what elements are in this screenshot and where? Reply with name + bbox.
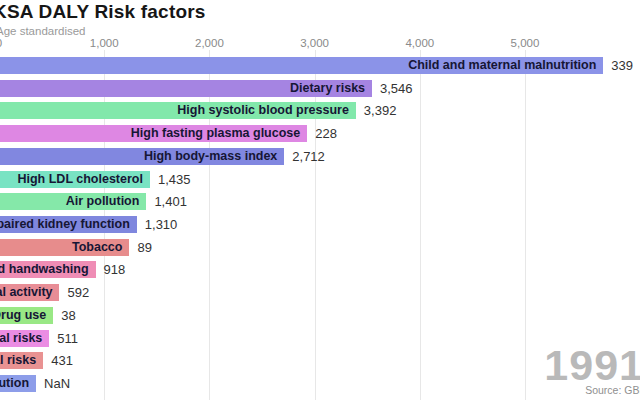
- bar-value: 3,546: [380, 80, 413, 97]
- page-title: KSA DALY Risk factors: [0, 1, 206, 23]
- bar-value: 339: [611, 57, 633, 74]
- bar-row: Unsafe water, sanitation, and handwashin…: [0, 261, 640, 278]
- bar-value: 1,310: [145, 216, 178, 233]
- bar-value: 3,392: [364, 102, 397, 119]
- bar-label: Other environmental risks: [0, 352, 36, 369]
- bar-label: High systolic blood pressure: [177, 102, 349, 119]
- bar-row: High systolic blood pressure 3,392: [0, 102, 640, 119]
- bar-value: 2,712: [292, 148, 325, 165]
- bar-label: Unsafe water, sanitation, and handwashin…: [0, 261, 89, 278]
- bar-value: 1,401: [154, 193, 187, 210]
- bar-value: 592: [67, 284, 89, 301]
- bar-label: Impaired kidney function: [0, 216, 130, 233]
- bar-row: Tobacco 89: [0, 239, 640, 256]
- bar-row: Low physical activity 592: [0, 284, 640, 301]
- page-subtitle: Age standardised: [0, 25, 86, 37]
- bar-label: Air pollution: [66, 193, 140, 210]
- bar-label: Child and maternal malnutrition: [408, 57, 596, 74]
- bar-row: Impaired kidney function 1,310: [0, 216, 640, 233]
- bar-value: NaN: [44, 375, 70, 392]
- bar-value: 918: [104, 261, 126, 278]
- bar-label: Dietary risks: [290, 80, 365, 97]
- bar-label: Drug use: [0, 307, 46, 324]
- bar-row: Dietary risks 3,546: [0, 80, 640, 97]
- source-credit: Source: GBD: [585, 384, 640, 396]
- bar-row: High body-mass index 2,712: [0, 148, 640, 165]
- x-tick-label: 3,000: [300, 37, 329, 49]
- bar-row: High LDL cholesterol 1,435: [0, 171, 640, 188]
- bar-label: Tobacco: [72, 239, 122, 256]
- bar-row: High fasting plasma glucose 228: [0, 125, 640, 142]
- bar-value: 1,435: [158, 171, 191, 188]
- x-tick-label: 4,000: [405, 37, 434, 49]
- x-tick-label: 5,000: [511, 37, 540, 49]
- x-tick-label: 0: [0, 37, 2, 49]
- bar-value: 431: [51, 352, 73, 369]
- bar-value: 511: [57, 330, 78, 347]
- bar-label: Occupational risks: [0, 330, 42, 347]
- x-tick-label: 1,000: [90, 37, 119, 49]
- bar-label: Low physical activity: [0, 284, 53, 301]
- bar-value: 228: [315, 125, 337, 142]
- bar-value: 38: [61, 307, 75, 324]
- bar-label: ution: [0, 375, 29, 392]
- bar-label: High fasting plasma glucose: [131, 125, 300, 142]
- bar-label: High body-mass index: [144, 148, 277, 165]
- bar-row: Drug use 38: [0, 307, 640, 324]
- bar-row: Child and maternal malnutrition 339: [0, 57, 640, 74]
- bar-value: 89: [137, 239, 151, 256]
- bar-label: High LDL cholesterol: [17, 171, 142, 188]
- bar-row: Air pollution 1,401: [0, 193, 640, 210]
- year-watermark: 1991: [544, 341, 640, 390]
- x-tick-label: 2,000: [195, 37, 224, 49]
